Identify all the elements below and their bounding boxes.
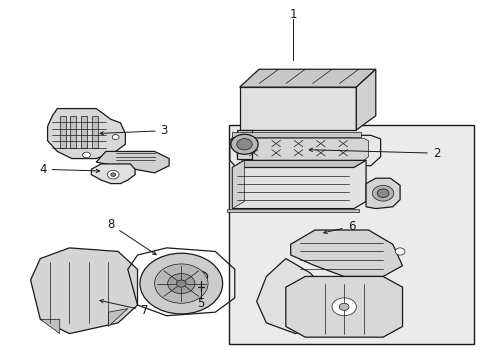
Circle shape	[167, 274, 195, 294]
Circle shape	[111, 173, 116, 176]
Polygon shape	[232, 132, 361, 137]
Polygon shape	[356, 69, 375, 130]
Text: 7: 7	[100, 300, 148, 317]
Circle shape	[339, 303, 348, 310]
Text: 5: 5	[197, 297, 204, 310]
Circle shape	[331, 298, 356, 316]
Circle shape	[394, 248, 404, 255]
Polygon shape	[60, 116, 65, 148]
Polygon shape	[290, 230, 402, 276]
Polygon shape	[232, 160, 244, 208]
Polygon shape	[81, 116, 87, 148]
Circle shape	[372, 185, 393, 201]
Polygon shape	[229, 135, 380, 166]
Circle shape	[176, 280, 186, 287]
Circle shape	[154, 264, 207, 303]
Circle shape	[376, 189, 388, 198]
Circle shape	[194, 271, 207, 282]
Circle shape	[230, 134, 258, 154]
Circle shape	[112, 135, 119, 140]
Polygon shape	[47, 109, 125, 158]
Text: 3: 3	[100, 124, 167, 137]
Polygon shape	[232, 160, 366, 208]
Polygon shape	[92, 116, 98, 148]
Polygon shape	[91, 164, 135, 184]
Circle shape	[107, 170, 119, 179]
Polygon shape	[232, 160, 366, 167]
Text: 8: 8	[107, 218, 156, 255]
Circle shape	[82, 152, 90, 158]
Polygon shape	[256, 258, 324, 334]
Polygon shape	[40, 319, 60, 334]
Polygon shape	[237, 130, 251, 158]
Polygon shape	[96, 152, 169, 173]
Text: 1: 1	[289, 9, 296, 22]
Polygon shape	[30, 248, 137, 334]
Polygon shape	[70, 116, 76, 148]
Polygon shape	[239, 69, 375, 87]
Text: 2: 2	[308, 147, 439, 160]
Polygon shape	[366, 178, 399, 208]
Circle shape	[236, 139, 252, 150]
Polygon shape	[227, 208, 358, 212]
Bar	[228, 125, 473, 344]
Polygon shape	[237, 138, 368, 160]
Polygon shape	[239, 87, 356, 130]
Circle shape	[140, 253, 222, 314]
Text: 6: 6	[323, 220, 354, 234]
Polygon shape	[285, 276, 402, 337]
Polygon shape	[108, 309, 127, 327]
Text: 4: 4	[39, 163, 100, 176]
